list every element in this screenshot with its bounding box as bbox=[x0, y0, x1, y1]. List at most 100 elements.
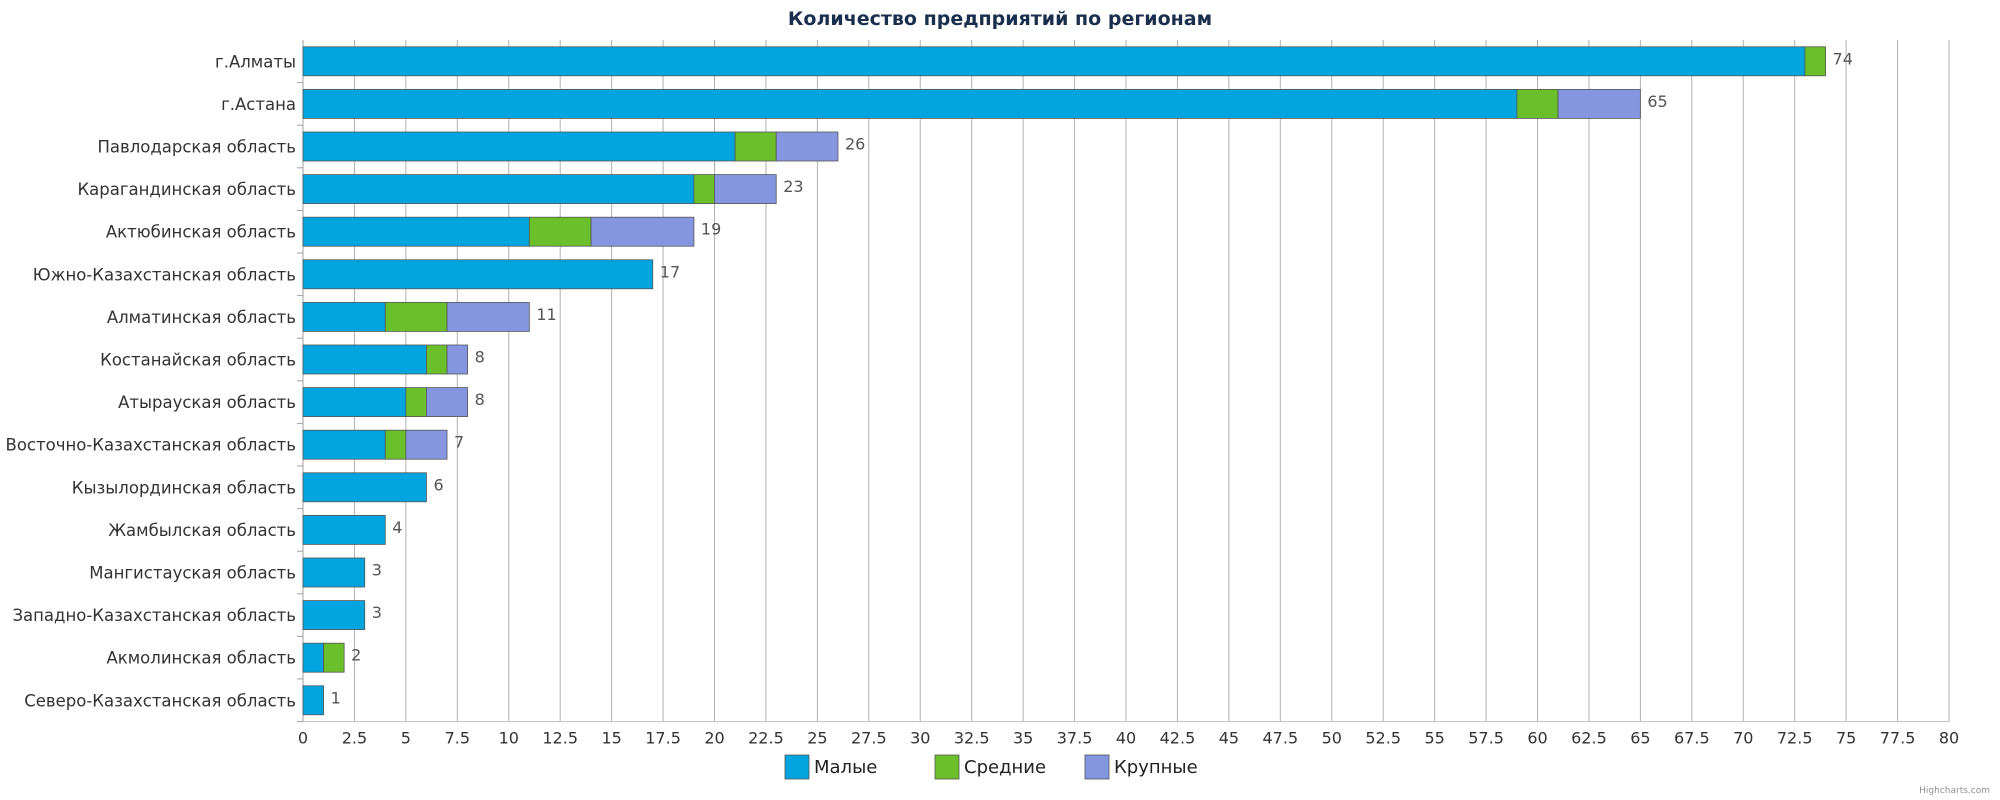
category-label: Карагандинская область bbox=[77, 180, 296, 199]
x-tick-label: 17.5 bbox=[645, 729, 681, 748]
category-label: Западно-Казахстанская область bbox=[12, 606, 296, 625]
category-label: Костанайская область bbox=[100, 351, 296, 370]
total-label: 17 bbox=[660, 262, 680, 281]
category-label: г.Астана bbox=[221, 95, 296, 114]
bar-segment[interactable] bbox=[734, 131, 777, 162]
x-tick-label: 57.5 bbox=[1468, 729, 1504, 748]
total-label: 26 bbox=[845, 135, 865, 154]
category-label: Жамбылская область bbox=[108, 521, 296, 540]
x-tick-label: 32.5 bbox=[954, 729, 990, 748]
bar-segment[interactable] bbox=[302, 685, 324, 716]
x-tick-label: 75 bbox=[1836, 729, 1856, 748]
category-label: Северо-Казахстанская область bbox=[24, 691, 296, 710]
x-tick-label: 22.5 bbox=[748, 729, 784, 748]
category-label: Акмолинская область bbox=[106, 649, 296, 668]
bar-segment[interactable] bbox=[302, 131, 736, 162]
bar-segment[interactable] bbox=[302, 429, 386, 460]
category-labels: г.Алматы г.Астана Павлодарская область Кара… bbox=[6, 52, 297, 710]
category-label: Атырауская область bbox=[118, 393, 296, 412]
bar-segment[interactable] bbox=[426, 344, 448, 375]
bar-segment[interactable] bbox=[302, 557, 366, 588]
legend-item[interactable]: Крупные bbox=[1084, 754, 1198, 780]
bar-segment[interactable] bbox=[405, 387, 427, 418]
total-label: 65 bbox=[1647, 92, 1667, 111]
x-tick-label: 50 bbox=[1322, 729, 1342, 748]
total-label: 3 bbox=[372, 603, 382, 622]
bar-segment[interactable] bbox=[302, 89, 1518, 119]
bar-segment[interactable] bbox=[528, 216, 592, 247]
bars bbox=[302, 46, 1826, 716]
x-tick-label: 35 bbox=[1013, 729, 1033, 748]
bar-segment[interactable] bbox=[302, 472, 427, 503]
bar-segment[interactable] bbox=[302, 216, 530, 247]
bar-segment[interactable] bbox=[384, 429, 407, 460]
bar-segment[interactable] bbox=[302, 387, 407, 418]
total-label: 4 bbox=[392, 518, 402, 537]
total-label: 2 bbox=[351, 646, 361, 665]
legend-item[interactable]: Средние bbox=[934, 754, 1046, 780]
category-label: Кызылординская область bbox=[72, 478, 296, 497]
category-label: Восточно-Казахстанская область bbox=[6, 436, 297, 455]
total-label: 3 bbox=[372, 561, 382, 580]
x-tick-labels: 0 2.5 5 7.5 10 12.5 15 17.5 20 22.5 25 27.5 30 32.5 35… bbox=[298, 729, 1959, 748]
x-tick-label: 5 bbox=[401, 729, 411, 748]
bar-segment[interactable] bbox=[775, 131, 839, 162]
legend: Малые Средние Крупные bbox=[784, 754, 1198, 780]
bar-segment[interactable] bbox=[446, 301, 530, 332]
bar-segment[interactable] bbox=[384, 301, 448, 332]
category-label: Алматинская область bbox=[107, 308, 296, 327]
bar-segment[interactable] bbox=[302, 259, 654, 290]
total-label: 19 bbox=[701, 220, 721, 239]
total-label: 8 bbox=[475, 348, 485, 367]
bar-segment[interactable] bbox=[302, 301, 386, 332]
total-label: 1 bbox=[331, 688, 341, 707]
bar-segment[interactable] bbox=[446, 344, 468, 375]
bar-segment[interactable] bbox=[302, 174, 695, 205]
x-tick-label: 30 bbox=[910, 729, 930, 748]
legend-swatch bbox=[934, 754, 960, 780]
x-tick-label: 52.5 bbox=[1365, 729, 1401, 748]
x-tick-label: 0 bbox=[298, 729, 308, 748]
x-tick-label: 77.5 bbox=[1880, 729, 1916, 748]
x-tick-label: 80 bbox=[1939, 729, 1959, 748]
x-tick-label: 7.5 bbox=[445, 729, 470, 748]
bar-segment[interactable] bbox=[1516, 89, 1559, 119]
x-tick-label: 45 bbox=[1219, 729, 1239, 748]
x-tick-label: 60 bbox=[1527, 729, 1547, 748]
x-tick-label: 27.5 bbox=[851, 729, 887, 748]
bar-segment[interactable] bbox=[323, 642, 345, 673]
total-label: 7 bbox=[454, 433, 464, 452]
chart-title: Количество предприятий по регионам bbox=[788, 8, 1212, 30]
bar-segment[interactable] bbox=[1557, 89, 1641, 119]
total-label: 6 bbox=[433, 475, 443, 494]
bar-segment[interactable] bbox=[405, 429, 448, 460]
x-tick-label: 67.5 bbox=[1674, 729, 1710, 748]
total-labels: 74 65 26 23 19 17 11 8 8 7 6 4 3 3 2 1 bbox=[331, 49, 1853, 707]
legend-label: Малые bbox=[814, 757, 877, 778]
credits-label[interactable]: Highcharts.com bbox=[1919, 786, 1990, 796]
bar-segment[interactable] bbox=[302, 515, 386, 545]
bar-segment[interactable] bbox=[714, 174, 777, 205]
category-label: Актюбинская область bbox=[106, 223, 296, 242]
x-tick-label: 62.5 bbox=[1571, 729, 1607, 748]
x-tick-label: 12.5 bbox=[542, 729, 578, 748]
bar-segment[interactable] bbox=[590, 216, 695, 247]
bar-segment[interactable] bbox=[302, 600, 366, 630]
bar-segment[interactable] bbox=[426, 387, 469, 418]
x-tick-label: 70 bbox=[1733, 729, 1753, 748]
bar-segment[interactable] bbox=[302, 46, 1806, 77]
bar-segment[interactable] bbox=[1804, 46, 1826, 77]
legend-item[interactable]: Малые bbox=[784, 754, 877, 780]
bar-segment[interactable] bbox=[302, 344, 427, 375]
legend-swatch bbox=[1084, 754, 1110, 780]
x-tick-label: 2.5 bbox=[342, 729, 367, 748]
bar-segment[interactable] bbox=[693, 174, 715, 205]
x-tick-label: 10 bbox=[499, 729, 519, 748]
x-tick-label: 20 bbox=[704, 729, 724, 748]
x-tick-label: 15 bbox=[601, 729, 621, 748]
total-label: 23 bbox=[783, 177, 803, 196]
category-label: г.Алматы bbox=[215, 52, 296, 71]
legend-label: Крупные bbox=[1114, 757, 1198, 778]
bar-segment[interactable] bbox=[302, 642, 324, 673]
